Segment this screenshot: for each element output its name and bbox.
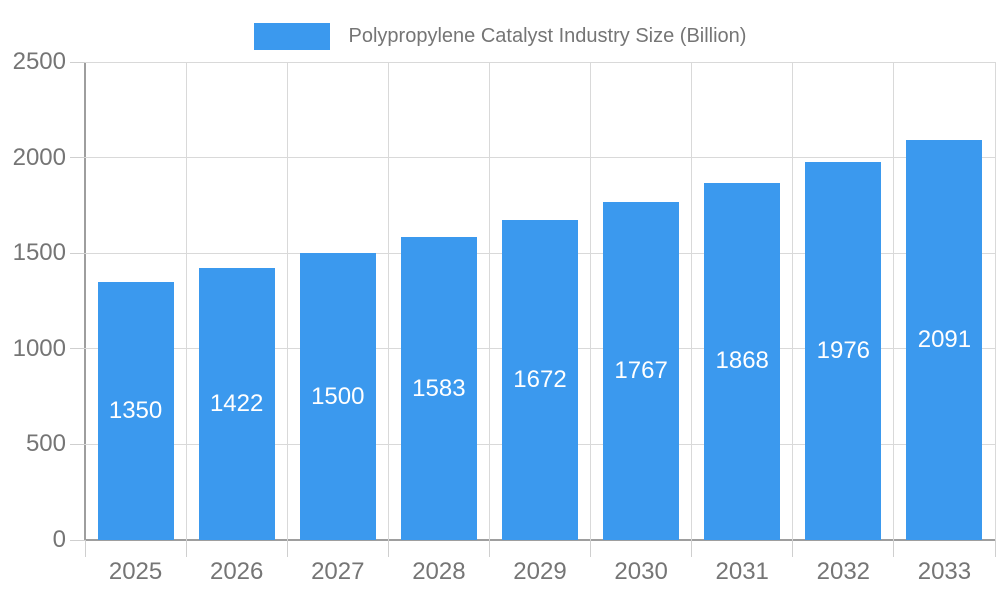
- bar-value-label: 1672: [513, 366, 567, 394]
- bar-value-label: 1976: [816, 337, 871, 365]
- x-axis-label-2027: 2027: [311, 558, 365, 585]
- x-axis-labels: 2025 2026 2027 2028 2029 2030 2031 2032 2033: [85, 558, 995, 586]
- bar-value-label: 2091: [917, 326, 972, 354]
- bar-2027[interactable]: 1500: [299, 253, 376, 540]
- y-axis-tick: [70, 61, 85, 63]
- legend[interactable]: Polypropylene Catalyst Industry Size (Bi…: [0, 21, 1000, 51]
- bar-2030[interactable]: 1767: [603, 202, 680, 540]
- x-axis-label-2025: 2025: [108, 558, 163, 585]
- y-axis-tick: [70, 157, 85, 159]
- bar-value-label: 1868: [715, 347, 769, 375]
- legend-swatch-icon: [253, 22, 330, 50]
- gridline-vertical: [387, 62, 389, 540]
- bar-2029[interactable]: 1672: [502, 220, 578, 540]
- bar-value-label: 1500: [311, 382, 365, 410]
- x-axis-tick: [691, 540, 693, 557]
- y-axis-tick: [70, 443, 85, 445]
- x-axis-label-2026: 2026: [209, 558, 264, 585]
- bar-value-label: 1350: [108, 396, 163, 424]
- gridline-vertical: [893, 62, 895, 540]
- x-axis-label-2032: 2032: [816, 558, 871, 585]
- gridline-vertical: [185, 62, 187, 540]
- bar-value-label: 1583: [412, 374, 466, 402]
- x-axis-tick: [792, 540, 794, 557]
- legend-label: Polypropylene Catalyst Industry Size (Bi…: [348, 24, 747, 47]
- x-axis-label-2030: 2030: [614, 558, 668, 585]
- x-axis-label-2029: 2029: [513, 558, 567, 585]
- bar-value-label: 1767: [614, 357, 668, 385]
- x-axis-tick: [286, 540, 288, 557]
- gridline-vertical: [590, 62, 592, 540]
- x-axis-tick: [893, 540, 895, 557]
- gridline-vertical: [488, 62, 490, 540]
- x-axis-tick: [994, 540, 996, 557]
- x-axis-tick: [387, 540, 389, 557]
- bar-value-label: 1422: [209, 390, 264, 418]
- x-axis-line: [84, 539, 995, 541]
- x-axis-label-2033: 2033: [917, 558, 972, 585]
- y-axis-tick-label: 1500: [12, 239, 66, 267]
- y-axis-line: [84, 62, 86, 540]
- gridline-vertical: [994, 62, 996, 540]
- gridline-horizontal: [85, 157, 995, 159]
- y-axis-tick-label: 1000: [12, 334, 66, 362]
- gridline-vertical: [286, 62, 288, 540]
- bar-2032[interactable]: 1976: [805, 162, 882, 540]
- y-axis-tick-label: 500: [25, 430, 66, 458]
- bar-2025[interactable]: 1350: [97, 281, 174, 540]
- y-axis-tick-label: 2000: [12, 143, 66, 171]
- x-axis-tick: [488, 540, 490, 557]
- bar-2028[interactable]: 1583: [400, 237, 477, 540]
- y-axis-tick-label: 2500: [12, 48, 66, 75]
- gridline-horizontal: [85, 61, 995, 63]
- gridline-vertical: [691, 62, 693, 540]
- bar-2026[interactable]: 1422: [198, 268, 275, 540]
- y-axis-tick: [70, 539, 85, 541]
- x-axis-label-2031: 2031: [715, 558, 769, 585]
- y-axis-labels: 0 500 1000 1500 2000 2500: [0, 49, 66, 553]
- x-axis-tick: [590, 540, 592, 557]
- y-axis-tick: [70, 348, 85, 350]
- y-axis-tick: [70, 252, 85, 254]
- gridline-vertical: [792, 62, 794, 540]
- x-axis-tick: [185, 540, 187, 557]
- bar-2033[interactable]: 2091: [906, 140, 983, 540]
- x-axis-label-2028: 2028: [412, 558, 466, 585]
- plot-area: 1350 1422 1500 1583 1672 1767 1868 1976 2091: [70, 61, 996, 541]
- bar-2031[interactable]: 1868: [704, 182, 781, 540]
- x-axis-tick: [84, 540, 86, 557]
- y-axis-tick-label: 0: [52, 526, 66, 553]
